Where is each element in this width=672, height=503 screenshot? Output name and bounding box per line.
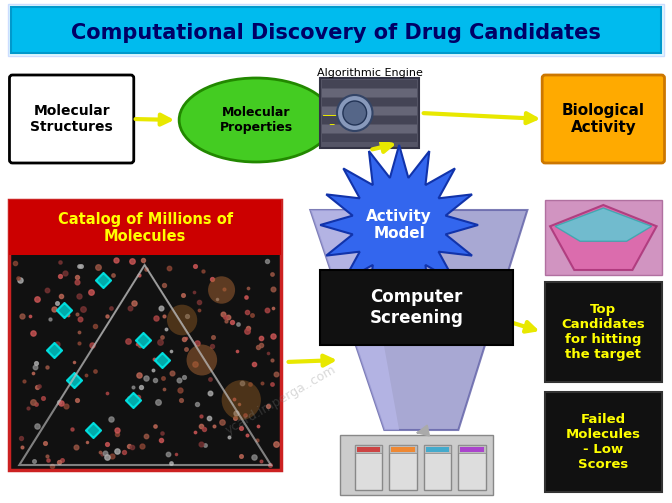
Circle shape	[222, 380, 261, 420]
Bar	[322, 98, 417, 106]
Circle shape	[187, 345, 217, 375]
Bar	[321, 270, 513, 345]
Polygon shape	[310, 210, 528, 430]
Text: Activity
Model: Activity Model	[366, 209, 432, 241]
Bar	[322, 89, 417, 97]
Text: Molecular
Properties: Molecular Properties	[220, 106, 293, 134]
Bar	[355, 445, 382, 453]
Bar	[11, 7, 661, 53]
Bar	[545, 392, 661, 492]
Bar	[322, 116, 417, 124]
Bar	[458, 445, 486, 490]
Bar	[321, 78, 419, 148]
Bar	[389, 445, 417, 490]
Circle shape	[343, 101, 367, 125]
Text: Biological
Activity: Biological Activity	[562, 103, 645, 135]
Bar	[9, 4, 663, 56]
Polygon shape	[555, 208, 652, 241]
Bar	[9, 200, 281, 470]
Circle shape	[337, 95, 372, 131]
Bar	[322, 134, 417, 142]
Bar	[424, 445, 452, 490]
Circle shape	[167, 305, 197, 336]
FancyBboxPatch shape	[9, 75, 134, 163]
Text: Computational Discovery of Drug Candidates: Computational Discovery of Drug Candidat…	[71, 23, 601, 43]
Bar	[460, 447, 484, 452]
Bar	[355, 445, 382, 490]
Text: Top
Candidates
for hitting
the target: Top Candidates for hitting the target	[562, 303, 645, 361]
Bar	[9, 200, 281, 255]
Bar	[357, 447, 380, 452]
Bar	[391, 447, 415, 452]
Polygon shape	[550, 205, 657, 270]
Bar	[322, 80, 417, 88]
Polygon shape	[310, 210, 399, 430]
Text: Computer
Screening: Computer Screening	[370, 288, 463, 327]
Bar	[340, 435, 493, 495]
Bar	[458, 445, 486, 453]
Text: Molecular
Structures: Molecular Structures	[30, 104, 113, 134]
Bar	[389, 445, 417, 453]
Bar	[426, 447, 450, 452]
Bar	[322, 125, 417, 133]
Polygon shape	[321, 145, 478, 305]
FancyBboxPatch shape	[542, 75, 665, 163]
Bar	[322, 107, 417, 115]
Ellipse shape	[179, 78, 333, 162]
Bar	[545, 200, 661, 275]
Bar	[545, 282, 661, 382]
Text: Failed
Molecules
- Low
Scores: Failed Molecules - Low Scores	[566, 413, 641, 471]
Text: ycard.imperga..com: ycard.imperga..com	[223, 363, 339, 437]
Bar	[424, 445, 452, 453]
Circle shape	[208, 276, 235, 304]
Text: Algorithmic Engine: Algorithmic Engine	[317, 68, 423, 78]
Text: Catalog of Millions of
Molecules: Catalog of Millions of Molecules	[58, 212, 233, 244]
